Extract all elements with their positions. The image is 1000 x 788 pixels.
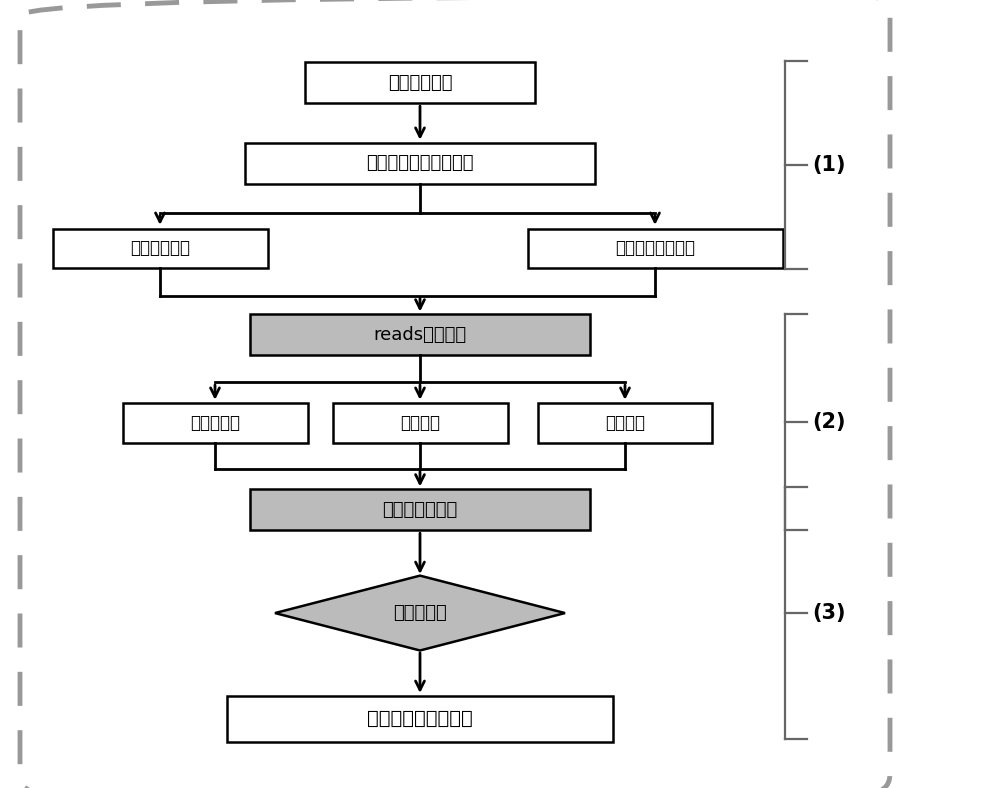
Text: 构成增强子数据: 构成增强子数据 bbox=[382, 501, 458, 519]
FancyBboxPatch shape bbox=[528, 229, 783, 268]
Polygon shape bbox=[275, 575, 565, 651]
Text: 增殖细胞样本: 增殖细胞样本 bbox=[130, 240, 190, 257]
FancyBboxPatch shape bbox=[53, 229, 268, 268]
Text: 质量控制: 质量控制 bbox=[400, 414, 440, 432]
Text: 超级增强子: 超级增强子 bbox=[393, 604, 447, 622]
FancyBboxPatch shape bbox=[305, 62, 535, 103]
FancyBboxPatch shape bbox=[538, 403, 712, 443]
Text: (2): (2) bbox=[812, 411, 846, 432]
Text: 完全成肌分化样本: 完全成肌分化样本 bbox=[615, 240, 695, 257]
Text: 绘制超级增强子图谱: 绘制超级增强子图谱 bbox=[367, 709, 473, 728]
Text: (1): (1) bbox=[812, 155, 846, 176]
Text: 培养、鉴定、成肌诱导: 培养、鉴定、成肌诱导 bbox=[366, 154, 474, 172]
FancyBboxPatch shape bbox=[332, 403, 508, 443]
FancyBboxPatch shape bbox=[250, 489, 590, 530]
Text: reads原始数据: reads原始数据 bbox=[373, 326, 467, 344]
FancyBboxPatch shape bbox=[122, 403, 308, 443]
Text: 牛肌肉干细胞: 牛肌肉干细胞 bbox=[388, 74, 452, 91]
FancyBboxPatch shape bbox=[245, 143, 595, 184]
FancyBboxPatch shape bbox=[250, 314, 590, 355]
Text: 信号分布: 信号分布 bbox=[605, 414, 645, 432]
Text: 计算比对率: 计算比对率 bbox=[190, 414, 240, 432]
FancyBboxPatch shape bbox=[227, 696, 612, 742]
Text: (3): (3) bbox=[812, 603, 846, 623]
